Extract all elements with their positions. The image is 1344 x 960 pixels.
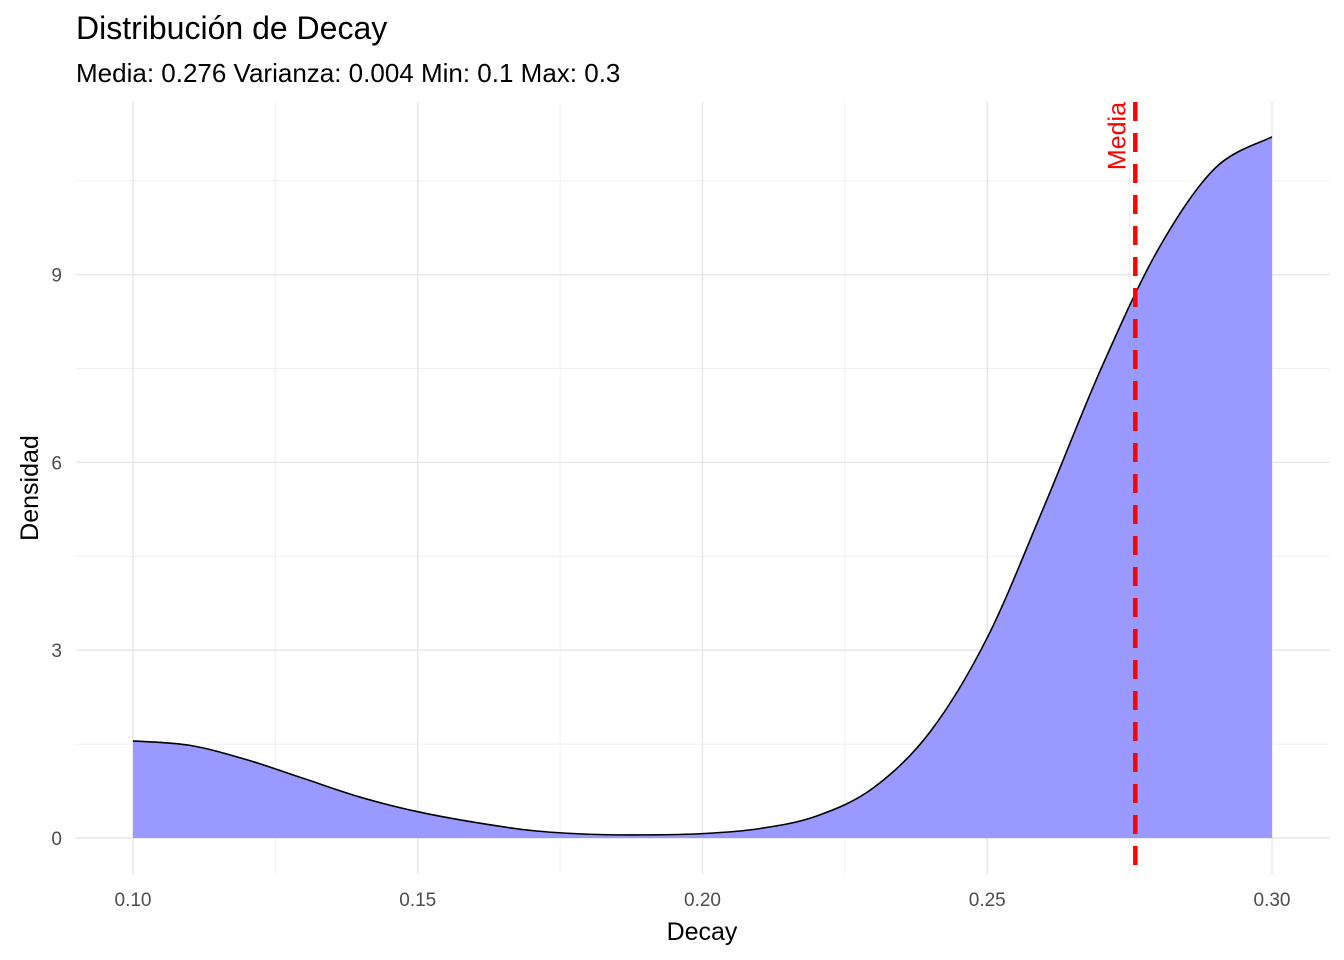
x-tick-label: 0.10 xyxy=(115,890,152,911)
chart-title: Distribución de Decay xyxy=(76,10,388,46)
y-tick-label: 9 xyxy=(51,266,62,287)
y-axis-ticks: 0 3 6 9 xyxy=(51,266,62,850)
x-axis-label: Decay xyxy=(667,918,738,946)
y-tick-label: 6 xyxy=(51,453,62,474)
x-tick-label: 0.20 xyxy=(684,890,721,911)
y-tick-label: 3 xyxy=(51,641,62,662)
x-tick-label: 0.15 xyxy=(399,890,436,911)
density-line xyxy=(132,136,1273,836)
density-area xyxy=(132,136,1273,838)
x-tick-label: 0.30 xyxy=(1254,890,1291,911)
mean-annotation: Media xyxy=(1103,102,1138,874)
y-axis-label: Densidad xyxy=(16,435,44,541)
chart-subtitle: Media: 0.276 Varianza: 0.004 Min: 0.1 Ma… xyxy=(76,58,621,88)
y-tick-label: 0 xyxy=(51,829,62,850)
x-axis-ticks: 0.10 0.15 0.20 0.25 0.30 xyxy=(115,890,1291,911)
mean-label: Media xyxy=(1103,102,1131,170)
density-fill xyxy=(133,136,1272,838)
x-tick-label: 0.25 xyxy=(969,890,1006,911)
